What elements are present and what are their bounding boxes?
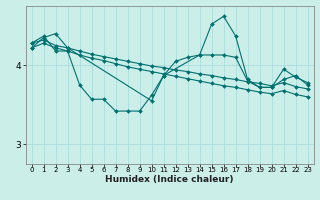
X-axis label: Humidex (Indice chaleur): Humidex (Indice chaleur) (105, 175, 234, 184)
